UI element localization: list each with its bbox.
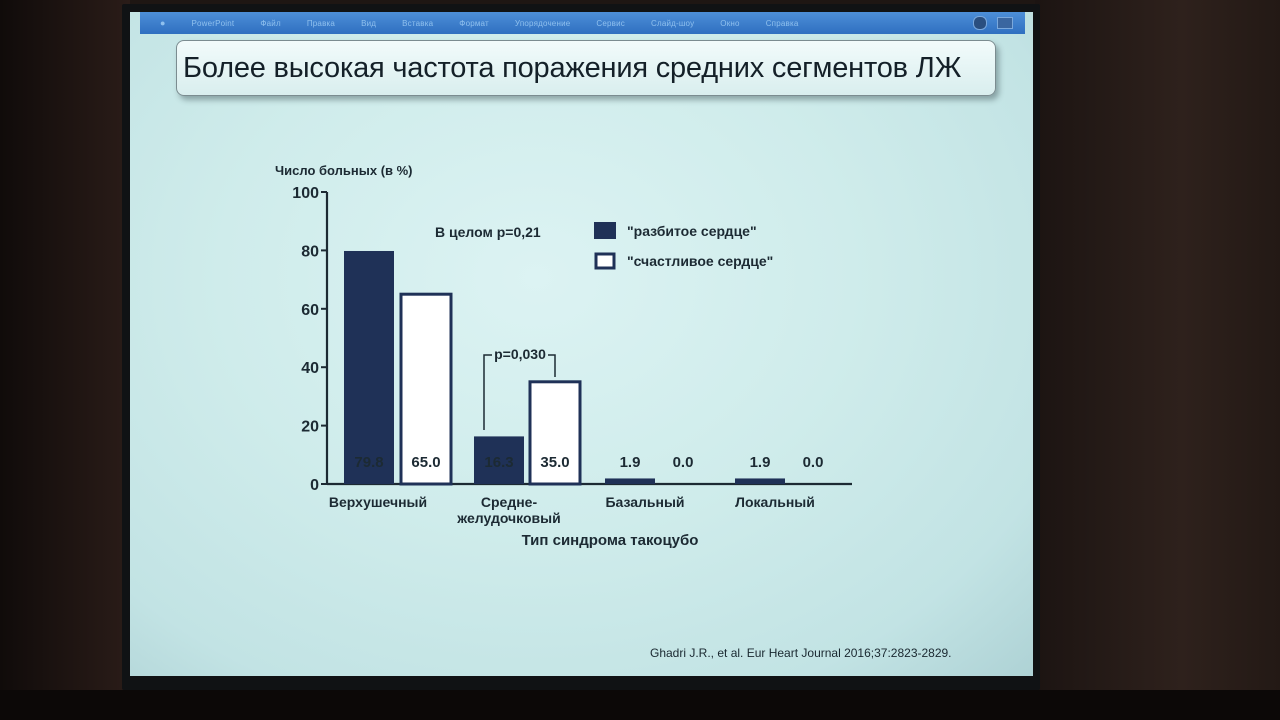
projected-slide: ● PowerPoint Файл Правка Вид Вставка Фор… — [130, 12, 1033, 676]
data-label: 79.8 — [354, 454, 383, 471]
menu-item-help[interactable]: Справка — [765, 18, 799, 28]
menu-item-view[interactable]: Вид — [361, 18, 377, 28]
data-label: 1.9 — [750, 454, 771, 471]
data-label: 35.0 — [540, 454, 569, 471]
legend-swatch-happy-heart — [594, 252, 616, 270]
menu-item-slideshow[interactable]: Слайд-шоу — [651, 18, 695, 28]
legend-label-broken-heart: "разбитое сердце" — [627, 223, 757, 239]
bar-broken-heart — [474, 436, 524, 484]
citation: Ghadri J.R., et al. Eur Heart Journal 20… — [650, 646, 952, 660]
app-menubar: ● PowerPoint Файл Правка Вид Вставка Фор… — [140, 12, 1025, 34]
category-label: Верхушечный — [329, 494, 427, 510]
legend-label-happy-heart: "счастливое сердце" — [627, 253, 773, 269]
menu-item-arrange[interactable]: Упорядочение — [514, 18, 571, 28]
room-background-right — [1035, 0, 1280, 720]
category-label: Локальный — [735, 494, 815, 510]
menu-item-file[interactable]: Файл — [260, 18, 281, 28]
y-tick-label: 100 — [292, 185, 319, 202]
legend-swatch-broken-heart — [594, 222, 616, 239]
significance-bracket — [483, 354, 556, 430]
room-background-left — [0, 0, 130, 720]
bar-happy-heart — [399, 292, 453, 486]
y-tick-label: 20 — [301, 419, 319, 436]
overall-p-annotation: В целом р=0,21 — [435, 224, 541, 240]
y-tick-label: 60 — [301, 302, 319, 319]
slide-title-box: Более высокая частота поражения средних … — [176, 40, 996, 96]
pair-p-annotation: р=0,030 — [494, 346, 546, 362]
data-label: 16.3 — [484, 454, 513, 471]
y-tick-label: 0 — [310, 477, 319, 494]
category-label: Базальный — [605, 494, 684, 510]
menu-item-insert[interactable]: Вставка — [402, 18, 434, 28]
x-axis-title: Тип синдрома такоцубо — [522, 532, 699, 549]
y-tick-label: 80 — [301, 243, 319, 260]
y-axis-title: Число больных (в %) — [275, 163, 413, 178]
status-clock-icon[interactable] — [973, 16, 987, 30]
bar-happy-heart — [528, 380, 582, 486]
y-tick-label: 40 — [301, 360, 319, 377]
category-label: желудочковый — [456, 510, 560, 526]
menu-item-window[interactable]: Окно — [720, 18, 740, 28]
data-label: 65.0 — [411, 454, 440, 471]
menu-item-edit[interactable]: Правка — [306, 18, 336, 28]
data-label: 1.9 — [620, 454, 641, 471]
bar-chart: 0 20 40 60 80 100 Число больных (в %) 79.8 16.3 1… — [275, 163, 852, 549]
slide-title: Более высокая частота поражения средних … — [183, 51, 962, 84]
battery-icon[interactable] — [997, 17, 1013, 29]
room-background-bottom — [0, 690, 1280, 720]
bar-broken-heart — [605, 478, 655, 484]
menu-item-tools[interactable]: Сервис — [596, 18, 626, 28]
bar-broken-heart — [735, 478, 785, 484]
apple-menu-icon[interactable]: ● — [160, 18, 166, 28]
data-label: 0.0 — [803, 454, 824, 471]
bar-broken-heart — [344, 250, 394, 484]
data-label: 0.0 — [673, 454, 694, 471]
category-label: Средне- — [481, 494, 538, 510]
menu-item-format[interactable]: Формат — [459, 18, 489, 28]
menu-item-app[interactable]: PowerPoint — [191, 18, 235, 28]
